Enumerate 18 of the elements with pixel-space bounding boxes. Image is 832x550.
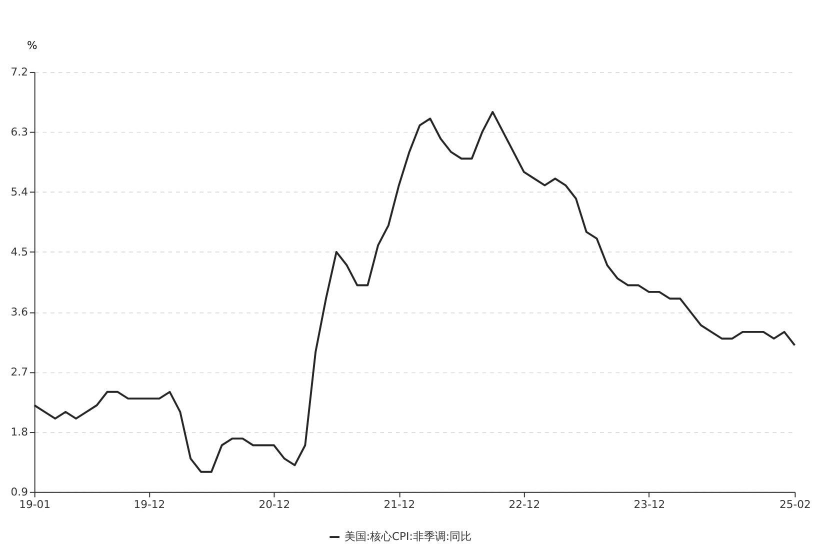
y-tick-label: 0.9 — [10, 485, 28, 498]
x-tick-label: 19-12 — [134, 498, 166, 512]
y-tick-label: 4.5 — [10, 245, 28, 258]
y-axis-title: % — [26, 38, 38, 52]
legend-label: 美国:核心CPI:非季调:同比 — [344, 530, 472, 543]
x-tick-label: 20-12 — [258, 498, 290, 512]
x-tick-label: 23-12 — [634, 498, 666, 512]
y-tick-label: 6.3 — [10, 125, 28, 138]
y-tick-label: 3.6 — [10, 305, 28, 318]
x-tick-label: 25-02 — [780, 498, 811, 512]
y-tick-label: 1.8 — [10, 425, 28, 438]
y-tick-label: 7.2 — [10, 65, 28, 78]
line-series — [33, 110, 796, 473]
y-tick-label: 5.4 — [10, 185, 28, 198]
y-tick-label: 2.7 — [10, 365, 28, 378]
x-tick-label: 19-01 — [19, 498, 50, 512]
x-tick-label: 21-12 — [384, 498, 416, 512]
x-tick-label: 22-12 — [508, 498, 540, 512]
